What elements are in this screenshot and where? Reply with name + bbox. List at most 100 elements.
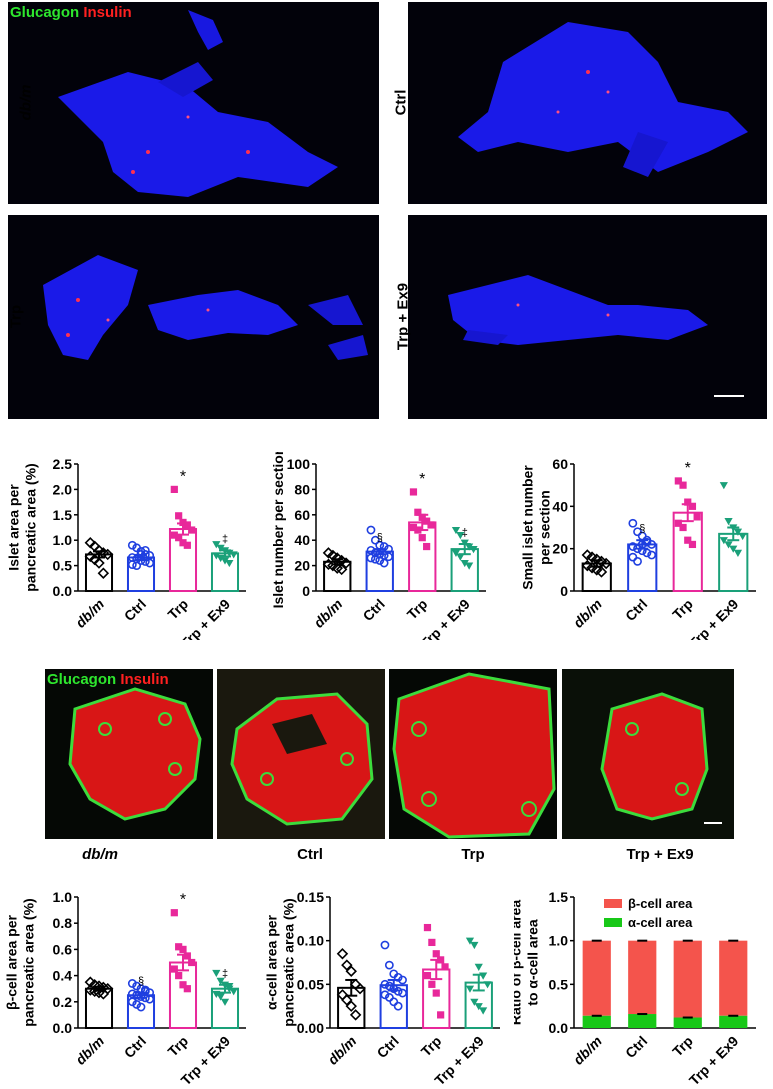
data-point bbox=[428, 938, 436, 947]
data-point bbox=[451, 549, 461, 557]
data-point bbox=[229, 988, 238, 996]
data-point bbox=[738, 532, 747, 541]
data-point bbox=[179, 945, 187, 953]
islet-caption-dbm: db/m bbox=[82, 846, 118, 863]
data-point bbox=[341, 994, 353, 1006]
y-tick-label: 0.10 bbox=[297, 933, 324, 949]
data-point bbox=[341, 959, 353, 971]
data-point bbox=[409, 488, 418, 496]
x-tick-label: Ctrl bbox=[121, 596, 149, 624]
y-tick-label: 0.6 bbox=[53, 941, 73, 957]
data-point bbox=[470, 998, 479, 1006]
legend-label: α-cell area bbox=[628, 915, 693, 930]
x-tick-label: db/m bbox=[570, 1033, 605, 1068]
y-axis-label-line: Islet area per bbox=[6, 484, 22, 571]
data-point bbox=[427, 521, 435, 529]
data-point bbox=[170, 485, 178, 493]
y-axis-label-line: Ratio of β-cell area bbox=[514, 900, 524, 1025]
data-point bbox=[409, 523, 418, 532]
y-axis-label-line: Islet number per section bbox=[270, 452, 286, 608]
data-point bbox=[647, 550, 657, 560]
data-point bbox=[688, 502, 697, 510]
x-tick-label: db/m bbox=[570, 596, 605, 631]
data-point bbox=[345, 965, 357, 977]
data-point bbox=[418, 534, 426, 542]
x-tick-label: Ctrl bbox=[121, 1033, 149, 1061]
chart-alpha-cell-area: 0.000.050.100.15α-cell area per pancreati… bbox=[264, 889, 500, 1085]
data-point bbox=[188, 526, 196, 534]
data-point bbox=[366, 525, 376, 535]
y-axis-label-line: pancreatic area (%) bbox=[23, 463, 39, 591]
x-tick-label: Ctrl bbox=[622, 596, 650, 624]
y-axis-label: α-cell area per pancreatic area (%) bbox=[264, 898, 297, 1026]
y-axis-label-line: per section bbox=[537, 490, 553, 565]
x-tick-label: Ctrl bbox=[622, 1033, 650, 1061]
data-point bbox=[441, 963, 449, 971]
data-point bbox=[140, 557, 150, 566]
data-point bbox=[380, 990, 390, 1000]
data-point bbox=[183, 985, 191, 993]
section-scale-bar bbox=[714, 395, 744, 397]
y-axis-label-line: to α-cell area bbox=[525, 919, 541, 1006]
data-point bbox=[370, 535, 380, 545]
data-point bbox=[628, 518, 638, 528]
data-point bbox=[674, 477, 682, 485]
stain-legend-top: Glucagon Insulin bbox=[10, 4, 132, 21]
data-point bbox=[432, 950, 440, 958]
data-point bbox=[175, 943, 183, 951]
x-tick-label: Trp + Ex9 bbox=[686, 1033, 742, 1085]
data-point bbox=[398, 988, 407, 998]
y-tick-label: 2.0 bbox=[53, 481, 73, 497]
data-point bbox=[384, 993, 394, 1002]
y-tick-label: 2.5 bbox=[53, 456, 73, 472]
data-point bbox=[179, 981, 187, 989]
y-axis-label-line: β-cell area per bbox=[4, 914, 20, 1009]
beta-bar bbox=[582, 940, 611, 1016]
data-point bbox=[479, 972, 488, 980]
islet-image-dbm bbox=[45, 669, 213, 839]
significance-mark: ‡ bbox=[222, 968, 228, 980]
data-point bbox=[380, 979, 390, 989]
y-tick-label: 0 bbox=[302, 583, 310, 599]
alpha-bar bbox=[673, 1017, 702, 1028]
y-tick-label: 20 bbox=[294, 558, 310, 574]
data-point bbox=[145, 558, 155, 568]
data-point bbox=[340, 557, 352, 569]
x-tick-label: Trp bbox=[669, 1033, 696, 1060]
significance-mark: * bbox=[685, 460, 691, 477]
data-point bbox=[216, 544, 225, 552]
legend-swatch bbox=[604, 918, 622, 927]
data-point bbox=[456, 553, 465, 561]
y-tick-label: 0.0 bbox=[53, 1020, 73, 1036]
glucagon-label-islet: Glucagon bbox=[47, 671, 117, 688]
section-label-trpex9: Trp + Ex9 bbox=[394, 282, 412, 351]
data-point bbox=[97, 988, 110, 1000]
section-label-trp: Trp bbox=[7, 304, 25, 329]
beta-bar bbox=[719, 940, 748, 1016]
x-tick-label: Trp + Ex9 bbox=[417, 596, 473, 640]
y-tick-label: 0.0 bbox=[549, 1020, 569, 1036]
data-point bbox=[127, 997, 137, 1007]
y-tick-label: 40 bbox=[294, 532, 310, 548]
significance-mark: ‡ bbox=[222, 533, 228, 545]
x-tick-label: Trp bbox=[404, 596, 431, 623]
y-axis-label: Islet area per pancreatic area (%) bbox=[6, 463, 39, 591]
y-axis-label-line: pancreatic area (%) bbox=[281, 898, 297, 1026]
data-point bbox=[451, 526, 461, 535]
data-point bbox=[220, 557, 230, 565]
y-axis-label: β-cell area per pancreatic area (%) bbox=[4, 898, 37, 1026]
data-point bbox=[175, 512, 183, 520]
data-point bbox=[733, 549, 743, 557]
y-tick-label: 1.0 bbox=[53, 532, 73, 548]
data-point bbox=[188, 958, 196, 967]
data-point bbox=[170, 531, 178, 539]
data-point bbox=[679, 481, 687, 489]
data-point bbox=[479, 1007, 488, 1015]
data-point bbox=[628, 552, 638, 562]
y-axis-label-line: pancreatic area (%) bbox=[21, 898, 37, 1026]
data-point bbox=[679, 523, 687, 532]
data-point bbox=[423, 517, 431, 525]
islet-scale-bar bbox=[704, 822, 722, 824]
y-tick-label: 100 bbox=[287, 456, 311, 472]
